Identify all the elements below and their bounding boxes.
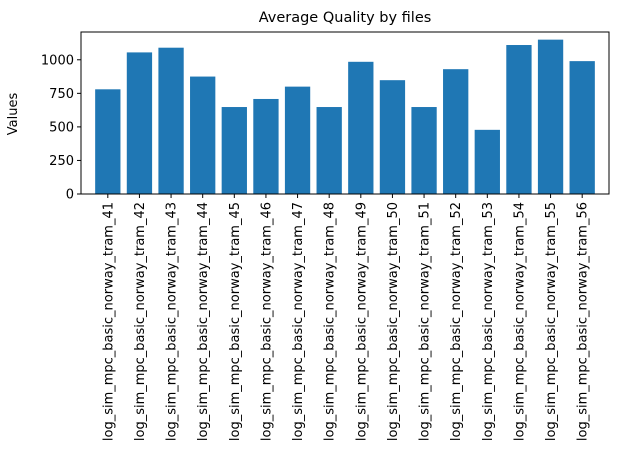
y-tick-label: 1000: [41, 53, 74, 68]
x-tick-label: log_sim_mpc_basic_norway_tram_56: [576, 202, 591, 441]
bar-log_sim_mpc_basic_norway_tram_47: [284, 86, 311, 194]
bar-log_sim_mpc_basic_norway_tram_52: [443, 69, 469, 194]
x-tick-label: log_sim_mpc_basic_norway_tram_53: [481, 202, 496, 441]
x-tick-label: log_sim_mpc_basic_norway_tram_43: [165, 202, 180, 441]
bar-log_sim_mpc_basic_norway_tram_50: [379, 80, 406, 194]
x-tick-label: log_sim_mpc_basic_norway_tram_50: [386, 202, 401, 441]
bars-group: [95, 39, 595, 195]
y-tick-label: 750: [49, 87, 74, 102]
x-tick-label: log_sim_mpc_basic_norway_tram_41: [101, 202, 116, 441]
bar-log_sim_mpc_basic_norway_tram_51: [411, 107, 437, 194]
bar-log_sim_mpc_basic_norway_tram_45: [221, 107, 247, 194]
axes-frame: [80, 31, 610, 195]
bar-log_sim_mpc_basic_norway_tram_41: [95, 89, 121, 194]
x-tick-label: log_sim_mpc_basic_norway_tram_45: [228, 202, 243, 441]
x-tick-label: log_sim_mpc_basic_norway_tram_46: [259, 202, 274, 441]
y-tick-label: 250: [49, 154, 74, 169]
x-axis-ticks: log_sim_mpc_basic_norway_tram_41 log_sim_…: [101, 194, 591, 441]
bar-log_sim_mpc_basic_norway_tram_55: [537, 39, 564, 195]
bar-log_sim_mpc_basic_norway_tram_42: [126, 52, 153, 195]
bar-log_sim_mpc_basic_norway_tram_48: [316, 107, 342, 194]
x-tick-label: log_sim_mpc_basic_norway_tram_52: [449, 202, 464, 441]
x-tick-label: log_sim_mpc_basic_norway_tram_49: [354, 202, 369, 441]
y-axis-ticks: 0 250 500 750 1000: [41, 53, 81, 203]
x-tick-label: log_sim_mpc_basic_norway_tram_42: [133, 202, 148, 441]
x-tick-label: log_sim_mpc_basic_norway_tram_54: [512, 202, 527, 441]
x-tick-label: log_sim_mpc_basic_norway_tram_47: [291, 202, 306, 441]
y-axis-label: Values: [6, 93, 21, 136]
y-tick-label: 500: [49, 120, 74, 135]
x-tick-label: log_sim_mpc_basic_norway_tram_51: [418, 202, 433, 441]
y-tick-label: 0: [66, 188, 74, 203]
x-tick-label: log_sim_mpc_basic_norway_tram_44: [196, 202, 211, 441]
x-tick-label: log_sim_mpc_basic_norway_tram_55: [544, 202, 559, 441]
bar-log_sim_mpc_basic_norway_tram_53: [474, 129, 500, 194]
x-tick-label: log_sim_mpc_basic_norway_tram_48: [323, 202, 338, 441]
chart-title: Average Quality by files: [259, 10, 432, 26]
bar-log_sim_mpc_basic_norway_tram_54: [506, 45, 532, 194]
bar-log_sim_mpc_basic_norway_tram_43: [158, 47, 184, 195]
bar-log_sim_mpc_basic_norway_tram_56: [569, 61, 595, 194]
bar-log_sim_mpc_basic_norway_tram_44: [190, 76, 216, 194]
bar-log_sim_mpc_basic_norway_tram_49: [348, 61, 374, 194]
bar-log_sim_mpc_basic_norway_tram_46: [253, 98, 279, 194]
